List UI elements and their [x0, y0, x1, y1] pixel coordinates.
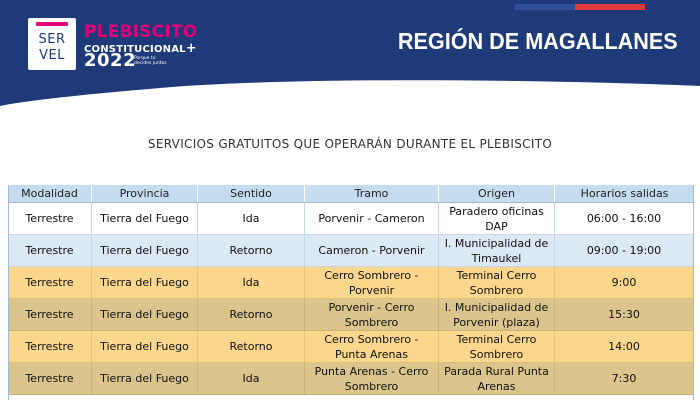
cell-origen: Terminal Cerro Sombrero: [439, 331, 555, 362]
cell-tramo: Cerro Sombrero - Punta Arenas: [305, 331, 439, 362]
flag-stripe-red: [575, 4, 645, 10]
column-header: Tramo: [305, 185, 439, 202]
logo-line-2: VEL: [39, 48, 65, 63]
campaign-subtitle-text: CONSTITUCIONAL: [84, 44, 186, 55]
cell-horario: 9:00: [555, 267, 694, 298]
services-table: Modalidad Provincia Sentido Tramo Origen…: [8, 185, 694, 395]
cell-tramo: Punta Arenas - Cerro Sombrero: [305, 363, 439, 394]
cell-provincia: Tierra del Fuego: [92, 235, 198, 266]
campaign-year: 2022: [84, 50, 137, 71]
cell-modalidad: Terrestre: [8, 331, 92, 362]
cell-sentido: Ida: [198, 203, 305, 234]
cell-horario: 06:00 - 16:00: [555, 203, 694, 234]
cell-tramo: Porvenir - Cameron: [305, 203, 439, 234]
cell-provincia: Tierra del Fuego: [92, 331, 198, 362]
cell-sentido: Retorno: [198, 331, 305, 362]
header-banner: SER VEL PLEBISCITO CONSTITUCIONAL+ 2022 …: [0, 0, 700, 110]
cell-modalidad: Terrestre: [8, 235, 92, 266]
cell-sentido: Retorno: [198, 299, 305, 330]
cell-sentido: Retorno: [198, 235, 305, 266]
cell-modalidad: Terrestre: [8, 363, 92, 394]
column-header: Origen: [439, 185, 555, 202]
table-row: Terrestre Tierra del Fuego Ida Punta Are…: [8, 363, 694, 395]
cell-horario: 09:00 - 19:00: [555, 235, 694, 266]
cell-origen: I. Municipalidad de Timaukel: [439, 235, 555, 266]
table-row: Terrestre Tierra del Fuego Retorno Cerro…: [8, 331, 694, 363]
campaign-title: PLEBISCITO: [84, 22, 198, 42]
cell-modalidad: Terrestre: [8, 203, 92, 234]
column-header: Sentido: [198, 185, 305, 202]
flag-stripe-blue: [515, 4, 575, 10]
table-row: Terrestre Tierra del Fuego Ida Porvenir …: [8, 203, 694, 235]
region-title: REGIÓN DE MAGALLANES: [398, 28, 678, 54]
logo-line-1: SER: [38, 32, 66, 47]
table-row: Terrestre Tierra del Fuego Retorno Camer…: [8, 235, 694, 267]
ballot-slot-icon: [36, 22, 68, 26]
cell-horario: 7:30: [555, 363, 694, 394]
table-row: Terrestre Tierra del Fuego Retorno Porve…: [8, 299, 694, 331]
column-header: Provincia: [92, 185, 198, 202]
table-row: Terrestre Tierra del Fuego Ida Cerro Som…: [8, 267, 694, 299]
servel-logo: SER VEL: [28, 18, 76, 70]
banner-background: [0, 0, 700, 106]
table-header-row: Modalidad Provincia Sentido Tramo Origen…: [8, 185, 694, 203]
cell-origen: Paradero oficinas DAP: [439, 203, 555, 234]
plus-icon: +: [185, 41, 197, 56]
cell-provincia: Tierra del Fuego: [92, 203, 198, 234]
cell-origen: Parada Rural Punta Arenas: [439, 363, 555, 394]
cell-sentido: Ida: [198, 363, 305, 394]
cell-horario: 14:00: [555, 331, 694, 362]
cell-tramo: Porvenir - Cerro Sombrero: [305, 299, 439, 330]
cell-provincia: Tierra del Fuego: [92, 299, 198, 330]
cell-tramo: Cerro Sombrero - Porvenir: [305, 267, 439, 298]
column-header: Horarios salidas: [555, 185, 694, 202]
campaign-tagline: Porque tú decides juntos: [134, 56, 167, 66]
column-header: Modalidad: [8, 185, 92, 202]
cell-origen: I. Municipalidad de Porvenir (plaza): [439, 299, 555, 330]
page-subtitle: SERVICIOS GRATUITOS QUE OPERARÁN DURANTE…: [147, 137, 553, 151]
cell-modalidad: Terrestre: [8, 299, 92, 330]
cell-tramo: Cameron - Porvenir: [305, 235, 439, 266]
cell-horario: 15:30: [555, 299, 694, 330]
cell-modalidad: Terrestre: [8, 267, 92, 298]
cell-provincia: Tierra del Fuego: [92, 363, 198, 394]
campaign-subtitle: CONSTITUCIONAL+: [84, 41, 197, 56]
cell-provincia: Tierra del Fuego: [92, 267, 198, 298]
cell-sentido: Ida: [198, 267, 305, 298]
cell-origen: Terminal Cerro Sombrero: [439, 267, 555, 298]
